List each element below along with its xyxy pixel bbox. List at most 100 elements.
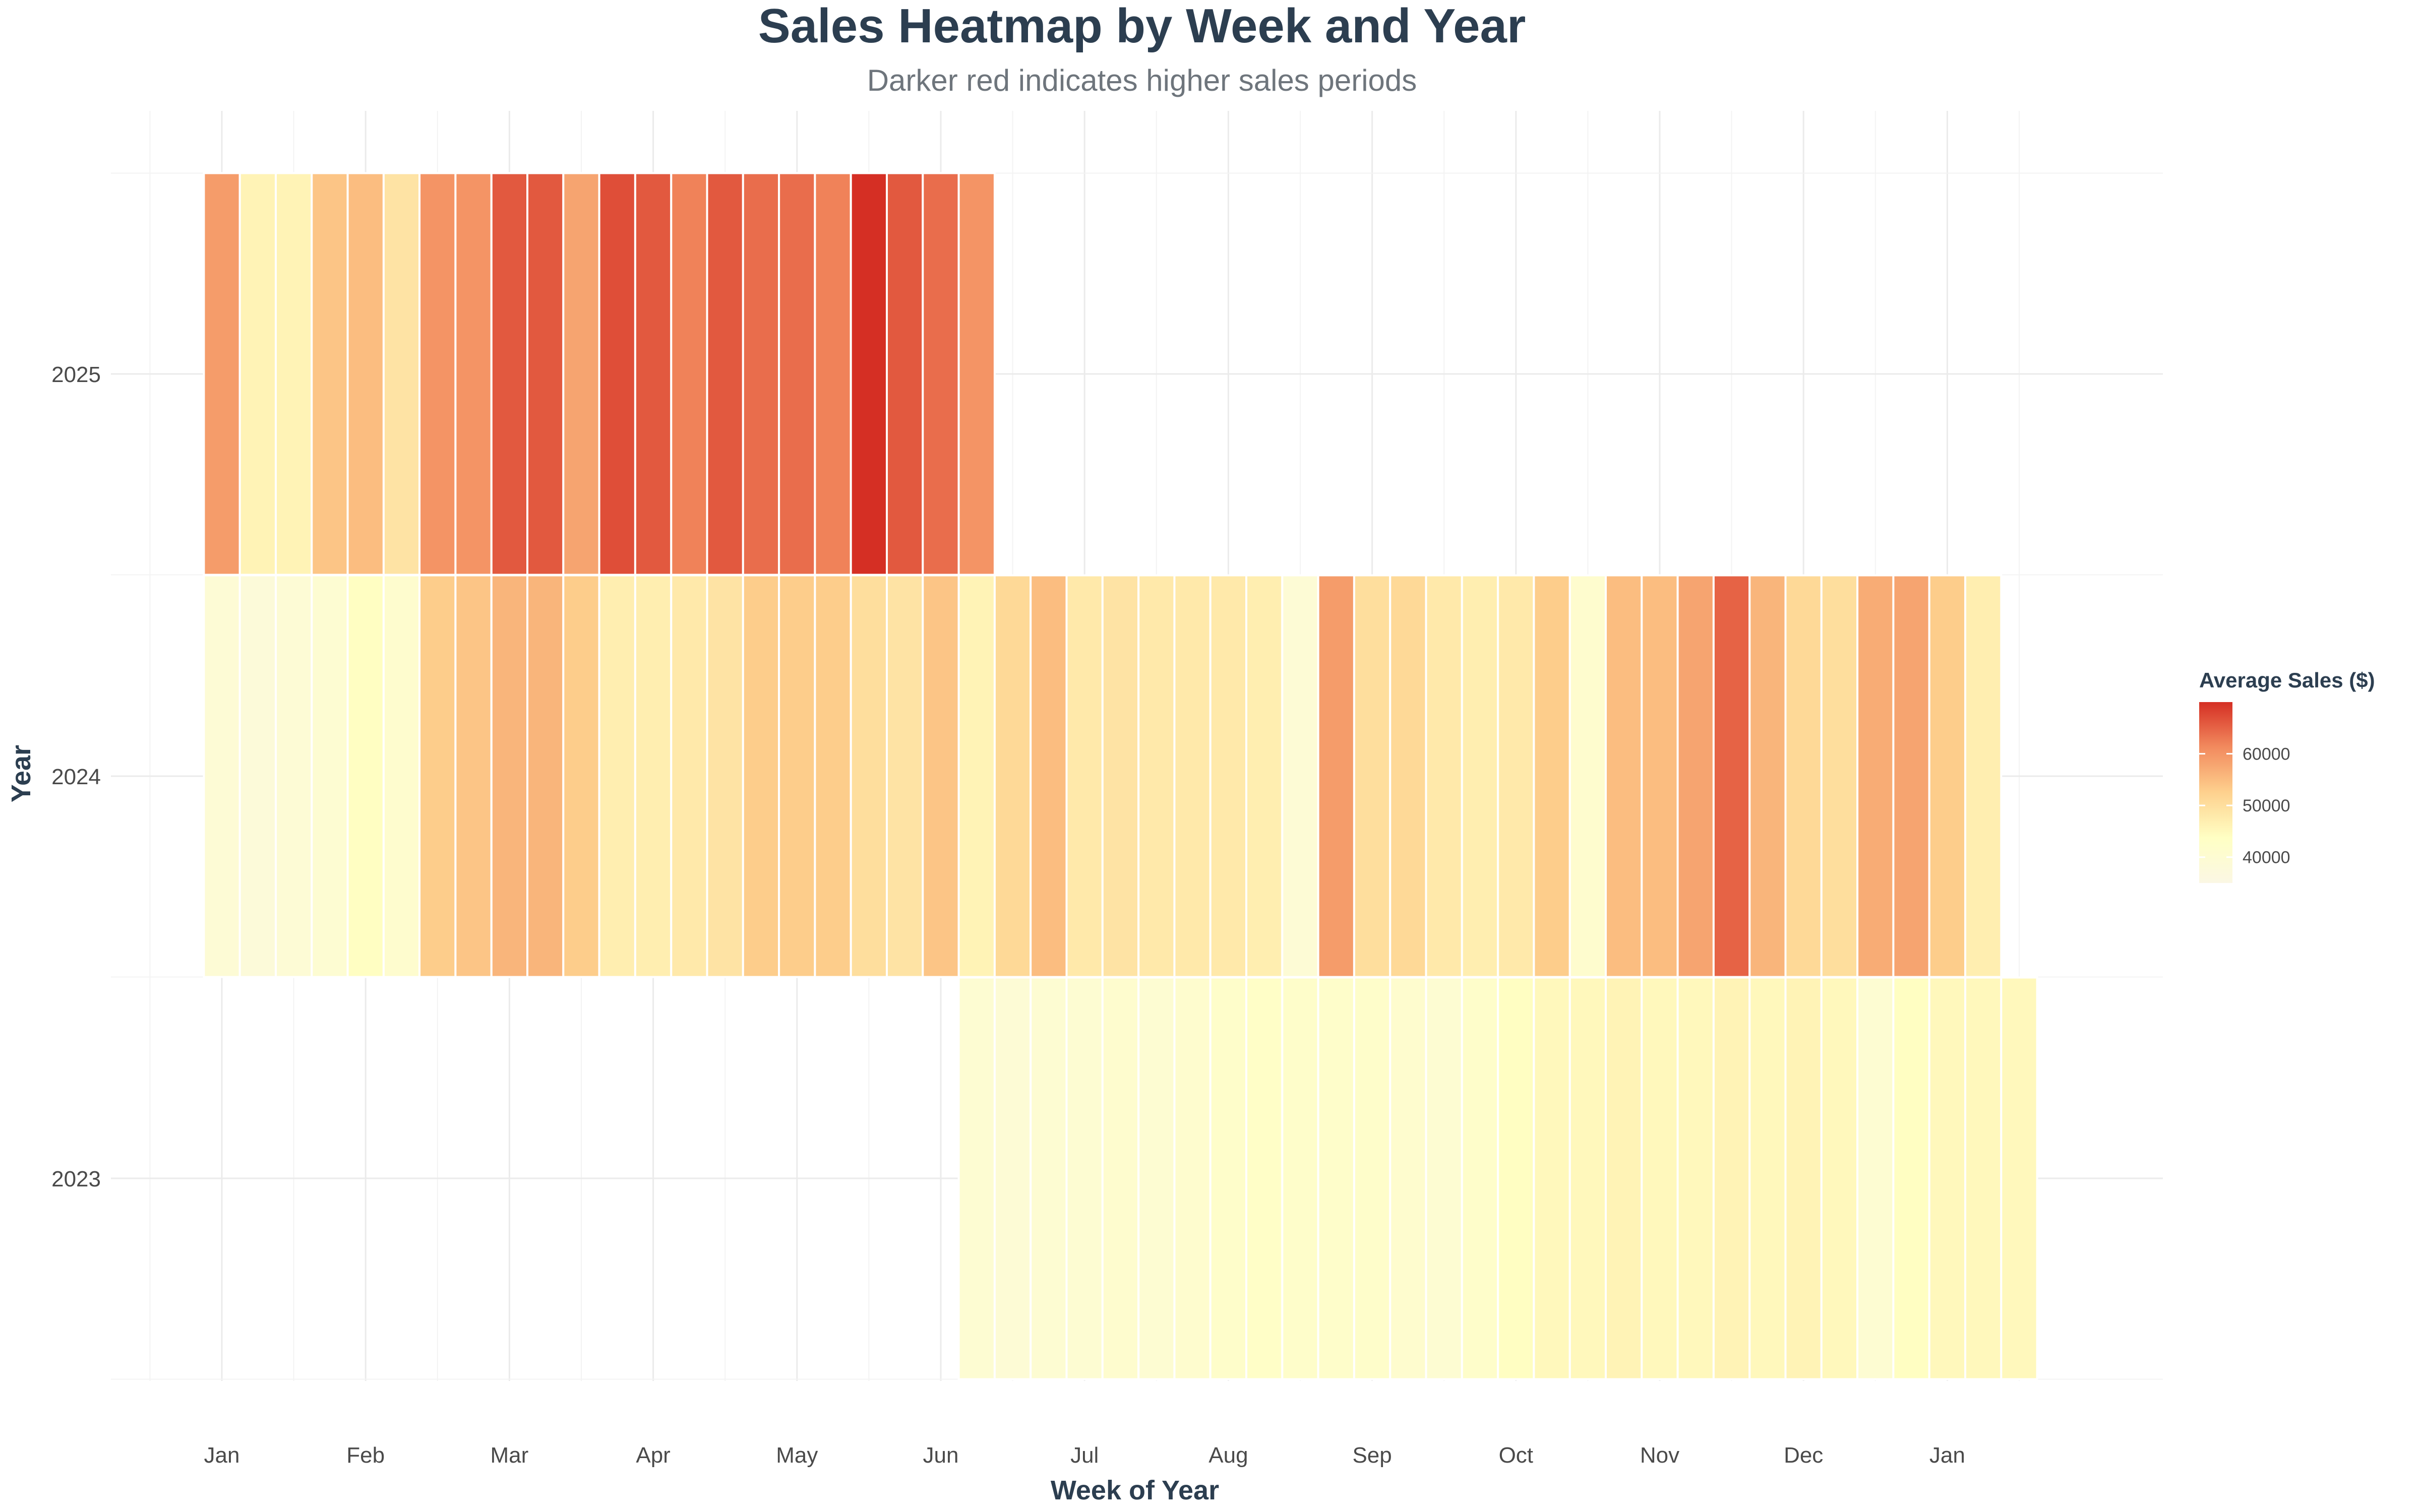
heatmap-cell: [1317, 574, 1355, 978]
x-tick-label: Apr: [636, 1443, 670, 1468]
heatmap-cell: [1784, 976, 1823, 1380]
heatmap-cell: [1641, 574, 1679, 978]
heatmap-cell: [1173, 574, 1212, 978]
heatmap-cell: [490, 574, 529, 978]
heatmap-cell: [1065, 574, 1104, 978]
heatmap-cell: [742, 172, 780, 576]
heatmap-cell: [957, 574, 996, 978]
heatmap-cell: [598, 172, 636, 576]
heatmap-cell: [203, 574, 241, 978]
legend-tick-label: 50000: [2243, 796, 2290, 815]
heatmap-cells: [203, 172, 2038, 1380]
heatmap-cell: [1137, 976, 1176, 1380]
heatmap-cell: [1605, 574, 1643, 978]
heatmap-cell: [742, 574, 780, 978]
heatmap-cell: [1209, 574, 1247, 978]
heatmap-cell: [346, 172, 385, 576]
heatmap-cell: [1353, 976, 1392, 1380]
legend-colorbar: [2199, 702, 2232, 883]
heatmap-cell: [706, 574, 744, 978]
heatmap-cell: [1748, 976, 1787, 1380]
heatmap-cell: [238, 172, 277, 576]
heatmap-cell: [993, 976, 1032, 1380]
heatmap-cell: [418, 172, 457, 576]
heatmap-cell: [1928, 574, 1966, 978]
heatmap-cell: [922, 574, 960, 978]
heatmap-cell: [1101, 976, 1140, 1380]
heatmap-cell: [1856, 574, 1895, 978]
color-legend: Average Sales ($) 40000 50000 60000: [2199, 668, 2375, 883]
heatmap-cell: [311, 172, 349, 576]
heatmap-cell: [1533, 976, 1571, 1380]
heatmap-cell: [1425, 574, 1463, 978]
heatmap-cell: [1964, 976, 2003, 1380]
heatmap-cell: [1281, 976, 1319, 1380]
y-tick-label: 2023: [51, 1167, 101, 1191]
chart-title: Sales Heatmap by Week and Year: [758, 0, 1526, 53]
x-tick-label: May: [776, 1443, 818, 1468]
heatmap-cell: [1712, 574, 1751, 978]
heatmap-cell: [957, 976, 996, 1380]
heatmap-cell: [1784, 574, 1823, 978]
heatmap-cell: [562, 574, 600, 978]
heatmap-cell: [886, 172, 924, 576]
heatmap-cell: [814, 574, 852, 978]
heatmap-cell: [1245, 574, 1284, 978]
heatmap-cell: [1353, 574, 1392, 978]
heatmap-cell: [634, 172, 673, 576]
heatmap-cell: [275, 172, 313, 576]
heatmap-cell: [1101, 574, 1140, 978]
heatmap-cell: [886, 574, 924, 978]
heatmap-cell: [670, 172, 708, 576]
legend-tick-label: 60000: [2243, 745, 2290, 764]
heatmap-cell: [1209, 976, 1247, 1380]
heatmap-cell: [850, 172, 888, 576]
heatmap-cell: [1317, 976, 1355, 1380]
heatmap-cell: [490, 172, 529, 576]
heatmap-cell: [1461, 574, 1499, 978]
heatmap-cell: [1892, 574, 1930, 978]
x-tick-label: Jan: [204, 1443, 240, 1468]
heatmap-cell: [526, 574, 565, 978]
heatmap-cell: [778, 172, 816, 576]
x-tick-label: Mar: [491, 1443, 529, 1468]
heatmap-cell: [454, 172, 493, 576]
heatmap-cell: [526, 172, 565, 576]
heatmap-cell: [957, 172, 996, 576]
heatmap-cell: [1030, 976, 1068, 1380]
x-tick-label: Dec: [1784, 1443, 1823, 1468]
heatmap-cell: [598, 574, 636, 978]
x-tick-label: Jul: [1070, 1443, 1099, 1468]
x-tick-label: Nov: [1640, 1443, 1679, 1468]
heatmap-cell: [1568, 574, 1607, 978]
heatmap-cell: [382, 172, 421, 576]
heatmap-cell: [1245, 976, 1284, 1380]
x-tick-label: Oct: [1499, 1443, 1533, 1468]
legend-tick-label: 40000: [2243, 848, 2290, 867]
heatmap-cell: [1856, 976, 1895, 1380]
heatmap-cell: [1173, 976, 1212, 1380]
heatmap-cell: [1605, 976, 1643, 1380]
x-tick-label: Jan: [1929, 1443, 1965, 1468]
x-tick-label: Aug: [1208, 1443, 1248, 1468]
heatmap-cell: [993, 574, 1032, 978]
heatmap-cell: [562, 172, 600, 576]
heatmap-cell: [1533, 574, 1571, 978]
x-tick-label: Sep: [1352, 1443, 1392, 1468]
heatmap-cell: [382, 574, 421, 978]
heatmap-cell: [275, 574, 313, 978]
heatmap-cell: [1641, 976, 1679, 1380]
y-axis-title: Year: [6, 745, 36, 802]
heatmap-cell: [311, 574, 349, 978]
x-tick-label: Jun: [923, 1443, 959, 1468]
heatmap-cell: [454, 574, 493, 978]
x-axis-ticks: Jan Feb Mar Apr May Jun Jul Aug Sep Oct Nov Dec Jan: [204, 1443, 1965, 1468]
heatmap-cell: [1964, 574, 2003, 978]
heatmap-cell: [1389, 976, 1427, 1380]
heatmap-cell: [1030, 574, 1068, 978]
heatmap-cell: [1497, 574, 1535, 978]
heatmap-cell: [1676, 574, 1715, 978]
y-axis-ticks: 2023 2024 2025: [51, 362, 101, 1191]
